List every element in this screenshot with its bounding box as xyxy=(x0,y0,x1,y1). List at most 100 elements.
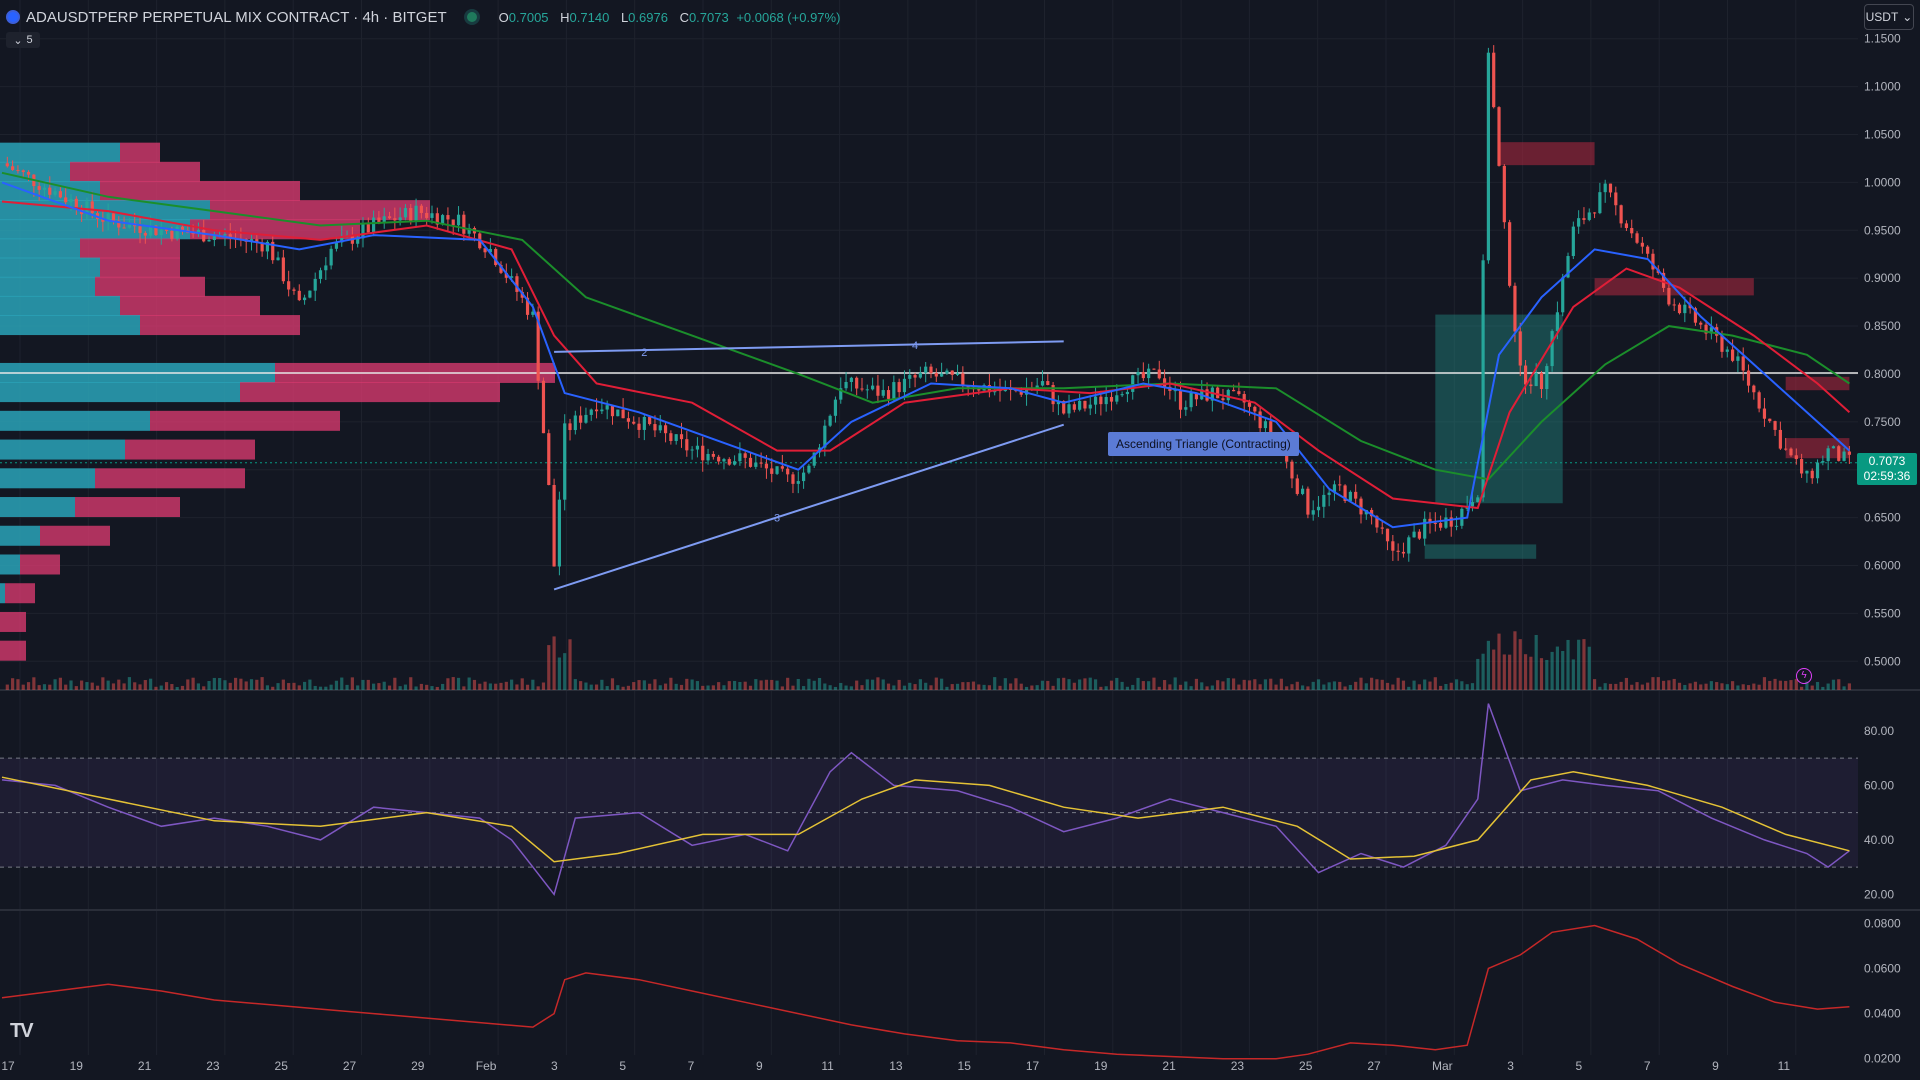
moving-averages xyxy=(1,171,1851,529)
vp-buy-bar xyxy=(0,295,120,316)
vp-sell-bar xyxy=(20,554,60,575)
volume-bar xyxy=(133,682,137,690)
close-value: 0.7073 xyxy=(688,9,729,25)
price-axis-tick: 0.9000 xyxy=(1864,271,1901,285)
time-axis-tick: 3 xyxy=(551,1059,558,1073)
volume-bar xyxy=(239,678,243,690)
volume-bar xyxy=(1237,684,1241,690)
volume-bar xyxy=(621,686,625,690)
candle-body xyxy=(37,186,41,190)
volume-bar xyxy=(1062,677,1066,690)
candle-body xyxy=(1120,394,1124,396)
candle-body xyxy=(796,481,800,484)
volume-bar xyxy=(74,686,78,690)
volume-bar xyxy=(743,681,747,690)
currency-selector[interactable]: USDT ⌄ xyxy=(1864,4,1914,30)
chevron-down-icon: ⌄ xyxy=(1902,10,1913,24)
candle-body xyxy=(1221,398,1225,401)
candle-body xyxy=(1518,331,1522,366)
vp-buy-bar xyxy=(0,583,5,604)
volume-bar xyxy=(265,685,270,690)
market-status-icon[interactable] xyxy=(466,12,477,22)
candle-body xyxy=(658,425,662,431)
candle-body xyxy=(557,499,561,567)
volume-bar xyxy=(679,684,684,690)
time-axis-tick: 3 xyxy=(1507,1059,1514,1073)
candle-body xyxy=(180,226,185,231)
pattern-label[interactable]: Ascending Triangle (Contracting) xyxy=(1108,432,1299,456)
candle-body xyxy=(302,297,307,301)
candle-body xyxy=(1370,509,1374,517)
candle-body xyxy=(292,289,296,291)
candle-body xyxy=(722,459,726,462)
candle-body xyxy=(1800,459,1804,474)
volume-bar xyxy=(1322,684,1326,690)
volume-bar xyxy=(106,680,110,690)
candle-body xyxy=(823,425,827,448)
candle-body xyxy=(1752,385,1756,393)
atr-axis-tick: 0.0400 xyxy=(1864,1007,1901,1021)
candle-body xyxy=(897,382,901,393)
volume-bar xyxy=(557,657,561,690)
candle-body xyxy=(170,230,174,239)
candle-body xyxy=(1598,192,1602,214)
volume-bar xyxy=(1375,679,1379,690)
time-axis-tick: 25 xyxy=(275,1059,289,1073)
volume-bar xyxy=(764,679,769,690)
candle-body xyxy=(16,169,20,171)
candle-body xyxy=(584,414,588,423)
symbol-logo-icon[interactable] xyxy=(6,10,20,24)
symbol-title[interactable]: ADAUSDTPERP PERPETUAL MIX CONTRACT · 4h … xyxy=(26,8,447,26)
candle-body xyxy=(212,236,216,240)
volume-bar xyxy=(1635,682,1639,690)
candle-body xyxy=(876,385,880,396)
candle-body xyxy=(435,213,439,225)
volume-bar xyxy=(1704,683,1708,690)
candle-body xyxy=(1332,484,1337,493)
fvg-zone xyxy=(1435,314,1563,504)
candle-body xyxy=(1327,492,1331,495)
volume-bar xyxy=(924,682,928,690)
candle-body xyxy=(1348,491,1352,501)
volume-bar xyxy=(605,686,609,690)
tradingview-logo[interactable]: TV xyxy=(10,1020,34,1042)
volume-bar xyxy=(1078,679,1082,690)
volume-bar xyxy=(186,679,190,690)
volume-bar xyxy=(966,682,970,690)
volume-bar xyxy=(658,685,662,690)
vp-sell-bar xyxy=(75,497,180,518)
volume-bar xyxy=(387,685,392,690)
candle-body xyxy=(1056,400,1060,405)
alert-icon[interactable]: ϟ xyxy=(1796,668,1812,684)
pattern-point-label: 2 xyxy=(641,347,647,359)
volume-bar xyxy=(860,685,864,690)
volume-bar xyxy=(1810,685,1814,690)
indicators-collapse-button[interactable]: ⌄ 5 xyxy=(6,32,40,48)
candle-body xyxy=(1131,375,1135,392)
volume-bar xyxy=(175,686,179,690)
candle-body xyxy=(202,229,206,242)
candle-body xyxy=(1672,304,1676,306)
volume-bar xyxy=(32,677,36,690)
candle-body xyxy=(164,229,169,231)
candle-body xyxy=(1162,378,1167,387)
candle-body xyxy=(1837,446,1841,461)
candle-body xyxy=(271,241,275,261)
volume-bar xyxy=(982,684,986,690)
volume-bar xyxy=(594,684,599,690)
volume-bar xyxy=(154,686,158,690)
candle-body xyxy=(366,224,370,233)
candle-body xyxy=(663,425,668,434)
candle-body xyxy=(101,219,105,222)
candle-body xyxy=(483,248,487,253)
volume-bar xyxy=(600,679,604,690)
volume-bar xyxy=(1592,679,1597,690)
volume-bar xyxy=(164,682,169,690)
candle-body xyxy=(1247,402,1252,407)
candle-body xyxy=(276,257,280,261)
candle-body xyxy=(1354,491,1358,499)
vp-buy-bar xyxy=(0,142,120,163)
vp-sell-bar xyxy=(100,257,180,278)
volume-bar xyxy=(663,683,668,690)
